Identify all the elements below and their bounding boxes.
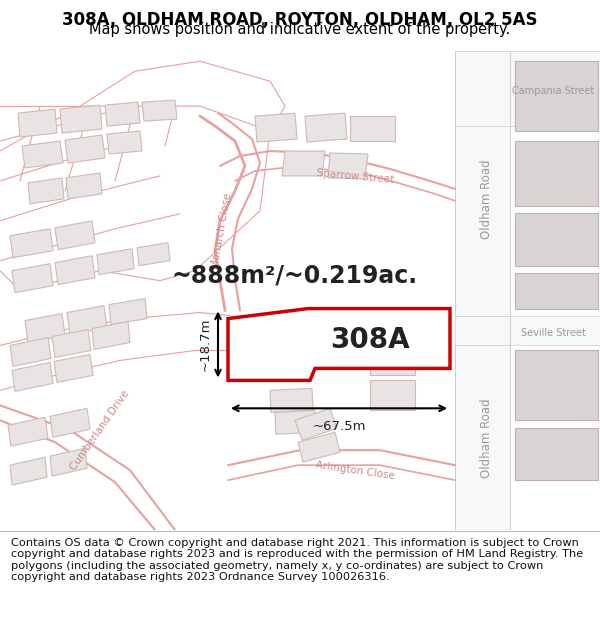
Polygon shape bbox=[515, 61, 598, 131]
Polygon shape bbox=[455, 51, 600, 126]
Polygon shape bbox=[455, 346, 510, 530]
Polygon shape bbox=[298, 432, 340, 462]
Polygon shape bbox=[455, 51, 510, 316]
Text: ~67.5m: ~67.5m bbox=[312, 420, 366, 433]
Polygon shape bbox=[295, 408, 337, 440]
Polygon shape bbox=[137, 242, 170, 266]
Polygon shape bbox=[515, 141, 598, 206]
Text: Sparrow Street: Sparrow Street bbox=[316, 168, 394, 184]
Polygon shape bbox=[515, 351, 598, 420]
Polygon shape bbox=[50, 408, 90, 437]
Polygon shape bbox=[18, 109, 57, 137]
Text: Oldham Road: Oldham Road bbox=[481, 159, 493, 239]
Text: 308A, OLDHAM ROAD, ROYTON, OLDHAM, OL2 5AS: 308A, OLDHAM ROAD, ROYTON, OLDHAM, OL2 5… bbox=[62, 11, 538, 29]
Polygon shape bbox=[54, 354, 93, 382]
Polygon shape bbox=[66, 173, 102, 199]
Text: Cumberland Drive: Cumberland Drive bbox=[68, 388, 131, 472]
Polygon shape bbox=[22, 141, 63, 168]
Polygon shape bbox=[370, 381, 415, 410]
Polygon shape bbox=[255, 113, 297, 142]
Polygon shape bbox=[25, 314, 65, 342]
Polygon shape bbox=[10, 338, 51, 366]
Polygon shape bbox=[92, 321, 130, 349]
Polygon shape bbox=[12, 264, 53, 292]
Polygon shape bbox=[282, 151, 325, 176]
Polygon shape bbox=[105, 102, 140, 126]
Polygon shape bbox=[10, 458, 47, 485]
Polygon shape bbox=[97, 249, 134, 274]
Polygon shape bbox=[12, 362, 53, 391]
Text: Monarch Close: Monarch Close bbox=[211, 192, 233, 269]
Polygon shape bbox=[142, 100, 177, 121]
Polygon shape bbox=[55, 221, 95, 250]
Text: Contains OS data © Crown copyright and database right 2021. This information is : Contains OS data © Crown copyright and d… bbox=[11, 538, 583, 582]
Polygon shape bbox=[515, 272, 598, 309]
Text: 308A: 308A bbox=[330, 326, 410, 354]
Polygon shape bbox=[67, 306, 107, 334]
Polygon shape bbox=[107, 131, 142, 154]
Polygon shape bbox=[10, 229, 53, 258]
Polygon shape bbox=[28, 178, 64, 204]
Polygon shape bbox=[515, 428, 598, 480]
Polygon shape bbox=[455, 316, 600, 346]
Polygon shape bbox=[60, 105, 102, 133]
Polygon shape bbox=[52, 329, 91, 357]
Polygon shape bbox=[275, 410, 316, 434]
Text: Oldham Road: Oldham Road bbox=[481, 398, 493, 478]
Text: Map shows position and indicative extent of the property.: Map shows position and indicative extent… bbox=[89, 22, 511, 37]
Text: Campania Street: Campania Street bbox=[512, 86, 594, 96]
Polygon shape bbox=[370, 341, 415, 376]
Polygon shape bbox=[50, 448, 87, 476]
Polygon shape bbox=[515, 213, 598, 266]
Polygon shape bbox=[228, 309, 450, 381]
Polygon shape bbox=[65, 135, 105, 163]
Polygon shape bbox=[55, 256, 95, 284]
Polygon shape bbox=[270, 388, 313, 412]
Polygon shape bbox=[328, 153, 368, 179]
Text: ~18.7m: ~18.7m bbox=[199, 318, 212, 371]
Polygon shape bbox=[109, 299, 147, 324]
Text: Arlington Close: Arlington Close bbox=[315, 459, 395, 481]
Text: ~888m²/~0.219ac.: ~888m²/~0.219ac. bbox=[172, 264, 418, 288]
Polygon shape bbox=[350, 116, 395, 141]
Text: Seville Street: Seville Street bbox=[521, 328, 586, 338]
Polygon shape bbox=[305, 113, 347, 142]
Polygon shape bbox=[8, 418, 48, 446]
